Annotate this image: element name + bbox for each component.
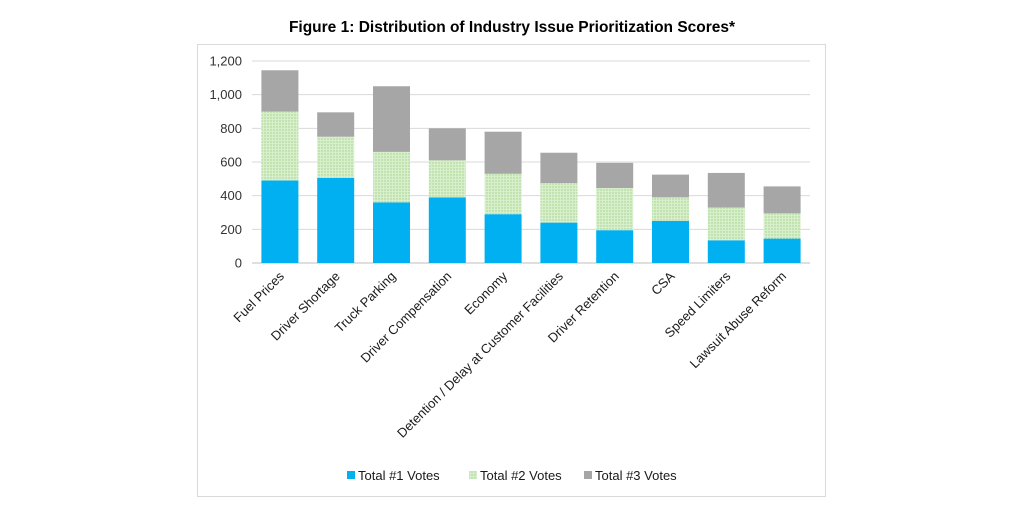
- bar-segment-1: [707, 240, 745, 263]
- bar-segment-2: [707, 207, 745, 241]
- bar-segment-1: [317, 177, 355, 263]
- bar-segment-1: [484, 214, 522, 263]
- bar-segment-1: [261, 180, 299, 263]
- bar-segment-1: [373, 202, 410, 263]
- bar-segment-2: [596, 188, 634, 231]
- x-category-label: Economy: [461, 268, 510, 317]
- bar-segment-1: [428, 197, 466, 263]
- legend-label: Total #3 Votes: [595, 468, 677, 483]
- x-category-label: Lawsuit Abuse Reform: [687, 269, 790, 372]
- bar-segment-3: [652, 174, 689, 198]
- bar-segment-3: [763, 186, 801, 214]
- y-tick-label: 0: [235, 256, 242, 271]
- bar-segment-1: [540, 222, 578, 263]
- x-category-label: Driver Compensation: [357, 269, 454, 366]
- bar-segment-3: [317, 112, 355, 137]
- bar-segment-3: [596, 162, 634, 189]
- bar-segment-3: [540, 152, 578, 184]
- bar-segment-3: [373, 86, 410, 152]
- y-tick-label: 1,000: [209, 87, 242, 102]
- x-category-label: Fuel Prices: [230, 268, 287, 325]
- chart-frame: [197, 44, 826, 497]
- bar-segment-1: [652, 220, 689, 263]
- legend-label: Total #1 Votes: [358, 468, 440, 483]
- bar-segment-2: [261, 111, 299, 181]
- bar-segment-2: [373, 151, 410, 203]
- y-tick-label: 400: [220, 188, 242, 203]
- chart-title: Figure 1: Distribution of Industry Issue…: [288, 19, 736, 36]
- bar-segment-2: [317, 136, 355, 178]
- legend-swatch: [584, 471, 592, 479]
- bar-segment-2: [763, 213, 801, 239]
- legend-swatch: [469, 471, 477, 479]
- legend-label: Total #2 Votes: [480, 468, 562, 483]
- y-tick-label: 600: [220, 155, 242, 170]
- legend-swatch: [347, 471, 355, 479]
- bar-segment-1: [596, 230, 634, 263]
- y-tick-label: 200: [220, 222, 242, 237]
- x-category-label: CSA: [648, 268, 678, 298]
- bar-segment-2: [540, 183, 578, 223]
- bar-segment-3: [261, 70, 299, 112]
- bar-segment-2: [484, 173, 522, 215]
- y-tick-label: 800: [220, 121, 242, 136]
- bar-segment-3: [707, 172, 745, 208]
- bar-segment-2: [652, 197, 689, 221]
- bar-segment-3: [428, 128, 466, 161]
- bar-segment-3: [484, 131, 522, 174]
- y-tick-label: 1,200: [209, 54, 242, 69]
- bar-segment-2: [428, 160, 466, 198]
- bar-segment-1: [763, 238, 801, 263]
